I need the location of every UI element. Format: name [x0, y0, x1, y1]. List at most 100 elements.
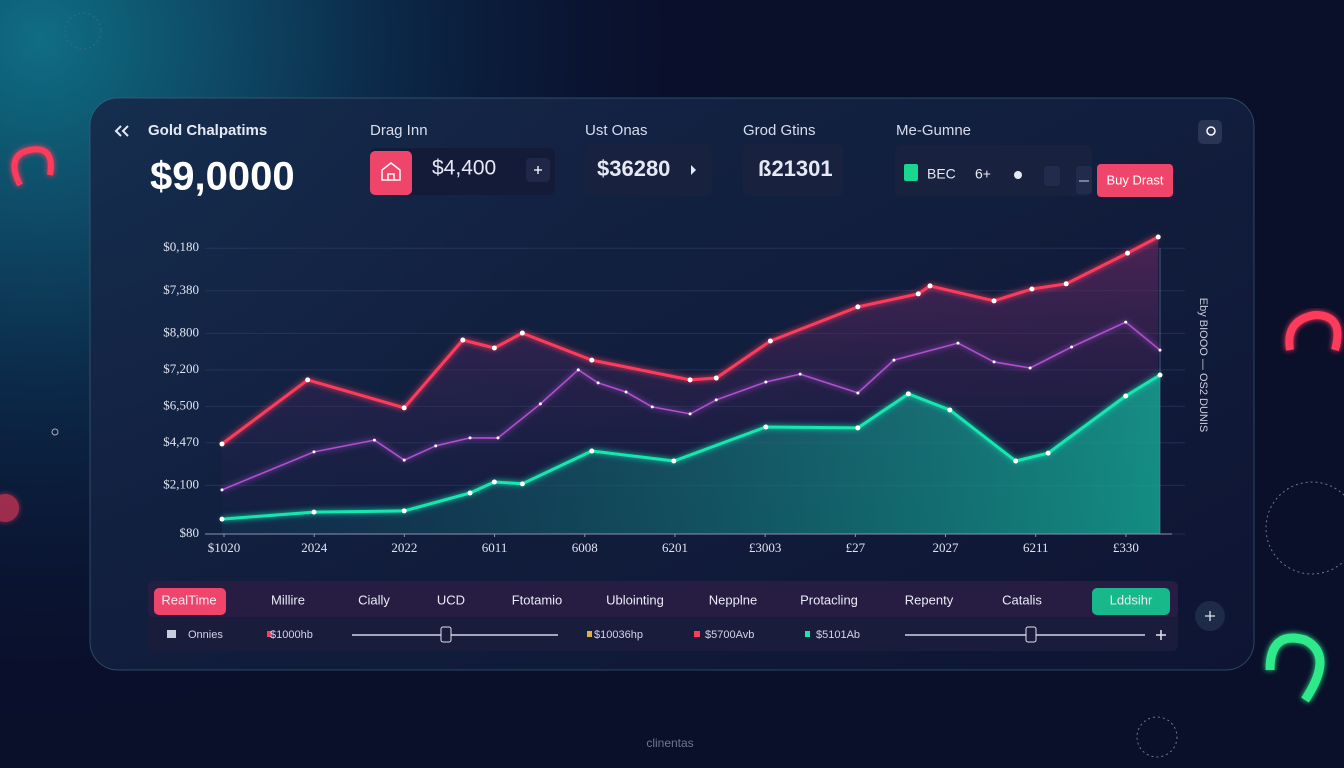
data-point — [596, 381, 600, 385]
action-button[interactable] — [1092, 588, 1170, 615]
tab-row — [148, 581, 1178, 617]
data-point — [220, 488, 224, 492]
data-point — [491, 345, 497, 351]
y-tick-label: $2,100 — [163, 476, 199, 491]
data-point — [671, 458, 677, 464]
y-tick-label: $4,470 — [163, 434, 199, 449]
ticker: BEC — [927, 166, 956, 182]
data-point — [991, 298, 997, 304]
data-point — [947, 407, 953, 413]
slider-knob[interactable] — [440, 626, 452, 643]
fab-icon — [1205, 611, 1215, 621]
data-point — [589, 357, 595, 363]
series-line — [221, 321, 1161, 491]
tab[interactable]: Catalis — [1002, 592, 1042, 607]
data-point — [305, 377, 311, 383]
buy-button[interactable] — [1097, 164, 1173, 197]
tab-active[interactable] — [154, 588, 226, 615]
readout-icon — [167, 630, 176, 638]
readout: Onnies — [188, 629, 223, 641]
data-point — [713, 375, 719, 381]
tabs: RealTime Millire Cially UCD Ftotamio Ublointi… — [154, 588, 1042, 615]
data-point — [927, 283, 933, 289]
decor — [1265, 633, 1325, 703]
data-point — [1028, 366, 1032, 370]
tab[interactable]: Repenty — [905, 592, 954, 607]
data-point — [687, 377, 693, 383]
series-line — [221, 235, 1159, 446]
data-point — [1013, 458, 1019, 464]
buy-button-label[interactable]: Buy Drast — [1106, 172, 1163, 187]
icon-button[interactable] — [1076, 166, 1092, 194]
action-label[interactable]: Lddsihr — [1110, 592, 1153, 607]
data-point — [1045, 450, 1051, 456]
readout-icon — [694, 631, 700, 637]
readout-icon — [587, 631, 592, 637]
tab[interactable]: RealTime — [161, 592, 216, 607]
tab[interactable]: Protacling — [800, 592, 858, 607]
data-point — [1155, 234, 1161, 240]
decor — [51, 428, 59, 436]
data-point — [460, 337, 466, 343]
data-point — [1157, 372, 1163, 378]
data-point — [992, 360, 996, 364]
tab[interactable]: UCD — [437, 592, 465, 607]
x-tick-label: £3003 — [749, 540, 782, 555]
series-line — [221, 373, 1161, 521]
data-point — [892, 358, 896, 362]
data-point — [1158, 348, 1162, 352]
data-point — [401, 405, 407, 411]
data-point — [496, 436, 500, 440]
data-point — [856, 391, 860, 395]
card-label: Me-Gumne — [896, 122, 971, 139]
data-point — [589, 448, 595, 454]
total-value: $9,0000 — [150, 155, 295, 199]
house-icon — [381, 162, 401, 181]
data-point — [219, 516, 225, 522]
tab[interactable]: Ftotamio — [512, 592, 563, 607]
decor — [1265, 481, 1344, 575]
data-point — [1029, 286, 1035, 292]
data-point — [576, 368, 580, 372]
y-tick-label: $0,180 — [163, 239, 199, 254]
count: 6+ — [975, 166, 991, 182]
data-point — [714, 398, 718, 402]
tab[interactable]: Millire — [271, 592, 305, 607]
footer: clinentas — [646, 736, 693, 750]
search-button[interactable] — [1198, 120, 1222, 144]
decor — [11, 146, 54, 187]
data-point — [519, 481, 525, 487]
decor — [1285, 310, 1342, 352]
side-label: Eby BIOOO — OS2 DUNIS — [1197, 298, 1209, 432]
data-point — [1124, 320, 1128, 324]
settings-icon[interactable] — [1014, 171, 1022, 179]
x-tick-label: 6008 — [572, 540, 598, 555]
ticker-icon — [904, 164, 918, 181]
slider-knob[interactable] — [1025, 626, 1037, 643]
area-fill — [222, 375, 1160, 534]
card-label: Grod Gtins — [743, 122, 816, 139]
tab[interactable]: Cially — [358, 592, 390, 607]
x-tick-label: 6201 — [662, 540, 688, 555]
search-icon — [1206, 126, 1216, 136]
x-tick-label: 6011 — [482, 540, 508, 555]
data-point — [764, 380, 768, 384]
data-point — [538, 402, 542, 406]
data-point — [219, 441, 225, 447]
arrow-icon[interactable] — [691, 165, 696, 175]
data-point — [915, 291, 921, 297]
data-point — [1070, 345, 1074, 349]
back-button[interactable] — [114, 125, 129, 137]
tab[interactable]: Nepplne — [709, 592, 757, 607]
icon-button[interactable] — [1044, 166, 1060, 186]
card-icon — [370, 151, 412, 195]
data-point — [401, 508, 407, 514]
title: Gold Chalpatims — [148, 122, 267, 139]
y-tick-label: $7,380 — [163, 282, 199, 297]
data-point — [798, 372, 802, 376]
card — [370, 148, 555, 195]
data-point — [767, 338, 773, 344]
add-icon[interactable] — [1156, 630, 1166, 640]
readout: $5101Ab — [816, 629, 860, 641]
tab[interactable]: Ublointing — [606, 592, 664, 607]
